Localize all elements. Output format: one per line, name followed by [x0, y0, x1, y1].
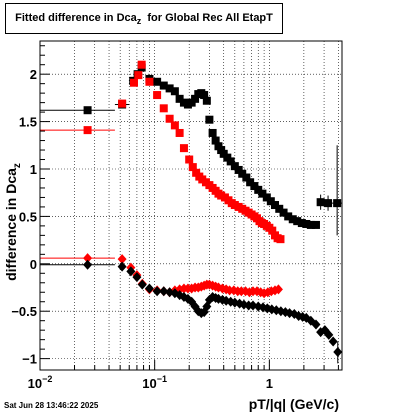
data-point-square: [129, 78, 138, 87]
data-point-square: [306, 220, 315, 229]
data-point-square: [175, 128, 184, 137]
data-point-square: [324, 199, 333, 208]
y-axis-label: difference in Dcaz: [3, 163, 23, 281]
x-tick-label-exponent: −1: [157, 374, 167, 384]
y-axis-label-main: difference in Dca: [3, 168, 19, 281]
data-point-square: [284, 212, 293, 221]
data-point-diamond: [83, 253, 93, 264]
data-point-square: [242, 173, 251, 182]
data-point-square: [179, 144, 188, 153]
data-point-square: [302, 219, 311, 228]
x-tick-label-base: 10: [142, 376, 156, 391]
data-point-square: [165, 84, 174, 93]
x-tick-label-exponent: −2: [42, 374, 52, 384]
data-point-square: [159, 104, 168, 113]
data-point-square: [205, 115, 214, 124]
data-point-square: [316, 198, 325, 207]
data-point-square: [226, 157, 235, 166]
chart-title-suffix: for Global Rec All EtapT: [141, 12, 273, 24]
data-point-square: [293, 217, 302, 226]
data-point-diamond: [311, 319, 321, 330]
data-point-square: [238, 169, 247, 178]
data-point-diamond: [328, 336, 338, 347]
plot-frame: [39, 40, 343, 371]
data-point-square: [211, 136, 220, 145]
data-point-square: [279, 208, 288, 217]
data-point-diamond: [333, 346, 343, 357]
data-point-square: [153, 91, 162, 100]
timestamp: Sat Jun 28 13:46:22 2025: [4, 401, 99, 410]
y-tick-label: 0.5: [19, 209, 37, 224]
data-point-square: [276, 235, 285, 244]
data-point-square: [246, 178, 255, 187]
data-point-square: [153, 77, 162, 86]
x-tick-label: 1: [266, 376, 273, 391]
y-tick-label: −0.5: [11, 304, 37, 319]
data-point-diamond: [273, 284, 283, 295]
data-point-square: [191, 94, 200, 103]
data-point-diamond: [144, 283, 154, 294]
data-point-square: [254, 185, 263, 194]
data-point-square: [83, 126, 92, 135]
data-point-diamond: [137, 279, 147, 290]
y-tick-label: −1: [22, 352, 37, 367]
data-point-square: [170, 121, 179, 130]
y-tick-label: 2: [30, 67, 37, 82]
data-point-diamond: [159, 286, 169, 297]
data-point-diamond: [117, 254, 127, 265]
data-point-square: [258, 189, 267, 198]
y-tick-label: 1: [30, 162, 37, 177]
y-tick-label: 1.5: [19, 115, 37, 130]
data-point-square: [333, 199, 342, 208]
data-point-square: [165, 114, 174, 123]
data-point-square: [159, 81, 168, 90]
data-point-square: [288, 215, 297, 224]
data-point-square: [200, 91, 209, 100]
data-point-square: [188, 163, 197, 172]
data-point-square: [83, 106, 92, 115]
data-point-diamond: [83, 259, 93, 270]
x-tick-label-base: 10: [28, 376, 42, 391]
data-point-square: [175, 94, 184, 103]
data-point-diamond: [324, 329, 334, 340]
x-tick-label: 10−1: [142, 374, 167, 391]
data-point-square: [145, 77, 154, 86]
y-axis-label-subscript: z: [12, 163, 23, 168]
chart-title-main: Fitted difference in Dca: [15, 12, 137, 24]
data-point-square: [270, 201, 279, 210]
data-point-square: [134, 71, 143, 80]
data-point-square: [262, 193, 271, 202]
data-point-square: [297, 219, 306, 228]
data-point-square: [266, 197, 275, 206]
chart-title-subscript: z: [136, 16, 142, 27]
data-point-diamond: [132, 272, 142, 283]
data-markers: [40, 60, 343, 364]
data-point-square: [208, 128, 217, 137]
data-point-square: [275, 204, 284, 213]
chart-title: Fitted difference in Dcaz for Global Rec…: [5, 3, 283, 34]
data-point-diamond: [152, 286, 162, 297]
data-point-diamond: [126, 266, 136, 277]
data-point-square: [202, 96, 211, 105]
grid: [39, 41, 342, 370]
data-point-square: [311, 220, 320, 229]
x-tick-label-base: 1: [266, 376, 273, 391]
data-point-square: [185, 155, 194, 164]
axes: 10−2 10−1 1−1−0.500.511.52: [11, 45, 339, 391]
data-point-diamond: [117, 261, 127, 272]
x-axis-label: pT/|q| (GeV/c): [249, 396, 339, 412]
data-point-square: [137, 60, 146, 69]
data-point-square: [268, 226, 277, 235]
y-tick-label: 0: [30, 257, 37, 272]
data-point-square: [118, 99, 127, 108]
data-point-square: [170, 87, 179, 96]
x-tick-label: 10−2: [28, 374, 53, 391]
